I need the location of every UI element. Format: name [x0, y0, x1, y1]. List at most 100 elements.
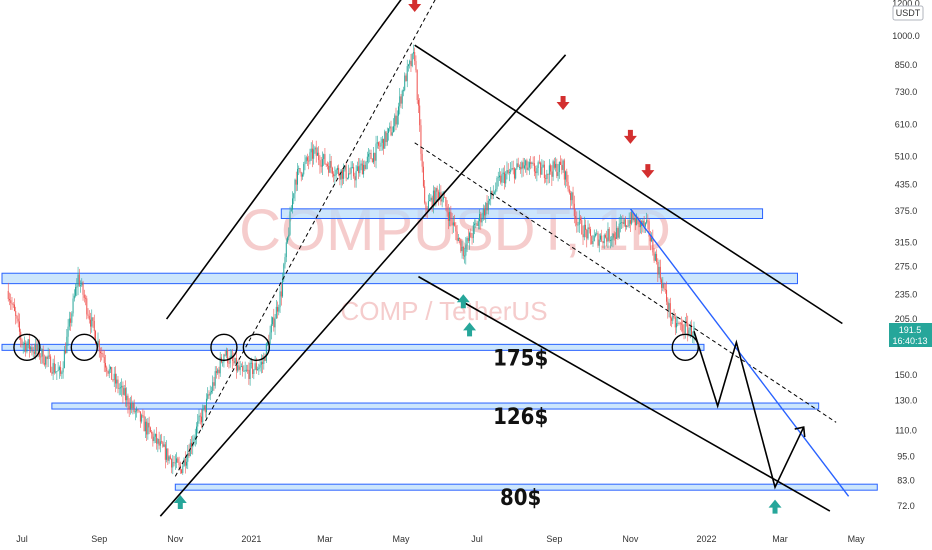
candle-body-46: [65, 350, 67, 354]
candle-body-181: [233, 360, 235, 364]
circle-marker-3[interactable]: [210, 333, 238, 362]
x-tick-0: Jul: [16, 534, 28, 544]
candle-body-387: [490, 190, 492, 199]
uptrend-channel-mid[interactable]: [174, 0, 444, 477]
uptrend-channel-lower[interactable]: [159, 54, 567, 517]
candle-body-357: [452, 222, 454, 226]
candle-body-397: [502, 172, 504, 175]
candle-body-318: [404, 75, 406, 91]
candle-body-178: [229, 355, 231, 364]
x-tick-2: Nov: [167, 534, 184, 544]
candle-body-393: [497, 177, 499, 179]
price-axis-panel[interactable]: [888, 0, 932, 528]
candle-body-483: [609, 239, 611, 241]
circle-marker-4[interactable]: [242, 333, 271, 362]
candle-body-444: [561, 164, 563, 170]
candle-body-352: [446, 206, 448, 213]
candle-body-225: [288, 234, 290, 238]
candle-body-24: [37, 344, 39, 351]
candle-body-82: [109, 366, 111, 370]
candle-body-488: [616, 227, 618, 239]
candle-body-64: [87, 314, 89, 316]
candle-body-386: [489, 198, 491, 201]
candle-body-167: [215, 371, 217, 373]
candle-body-272: [346, 177, 348, 179]
candle-body-502: [633, 218, 635, 221]
x-tick-8: Nov: [622, 534, 639, 544]
candle-body-462: [583, 224, 585, 238]
time-axis[interactable]: Jul Sep Nov 2021 Mar May Jul Sep Nov 2022 Mar May: [16, 534, 865, 544]
candle-body-151: [196, 426, 198, 437]
candle-body-451: [570, 193, 572, 201]
candle-body-45: [63, 350, 65, 369]
downtrend-channel-mid[interactable]: [414, 142, 837, 423]
candle-body-306: [389, 126, 391, 129]
candle-body-200: [257, 369, 259, 371]
candle-body-450: [568, 189, 570, 194]
candle-body-35: [51, 372, 53, 374]
candle-body-19: [31, 347, 33, 352]
candle-body-61: [83, 294, 85, 298]
candle-body-274: [349, 173, 351, 175]
candle-body-547: [689, 324, 691, 331]
candle-body-426: [538, 162, 540, 164]
support-level-1[interactable]: [1, 343, 705, 351]
candle-body-416: [526, 160, 528, 170]
candle-body-247: [315, 147, 317, 156]
candle-body-231: [295, 179, 297, 185]
candle-body-433: [547, 173, 549, 175]
countdown-value: 16:40:13: [892, 336, 927, 346]
price-axis[interactable]: 1200.0 1000.0 850.0 730.0 610.0 510.0 435.0 375…: [892, 0, 920, 511]
current-price-value: 191.5: [899, 325, 922, 335]
support-level-3[interactable]: [174, 483, 878, 491]
candle-body-20: [32, 351, 34, 353]
candle-body-122: [159, 441, 161, 446]
candle-body-268: [341, 169, 343, 179]
candle-body-539: [679, 323, 681, 325]
currency-box[interactable]: [892, 5, 924, 21]
candle-body-328: [416, 70, 418, 101]
candle-body-175: [225, 350, 227, 356]
candle-body-295: [375, 143, 377, 161]
candle-body-355: [450, 211, 452, 219]
downtrend-channel-lower[interactable]: [418, 275, 831, 512]
candle-body-335: [425, 202, 427, 210]
candle-body-79: [106, 367, 108, 372]
candle-body-406: [513, 168, 515, 179]
candle-body-459: [580, 217, 582, 221]
time-axis-panel[interactable]: [0, 528, 888, 550]
downtrend-channel-upper[interactable]: [414, 44, 843, 325]
candle-body-454: [573, 203, 575, 217]
candle-body-506: [638, 218, 640, 228]
candle-body-168: [217, 369, 219, 373]
candle-body-4: [12, 304, 14, 306]
candle-body-504: [636, 217, 638, 226]
uptrend-channel-upper[interactable]: [165, 0, 419, 320]
candle-body-310: [394, 115, 396, 127]
candle-body-17: [28, 339, 30, 350]
candle-body-191: [245, 369, 247, 371]
support-level-2[interactable]: [51, 402, 820, 410]
level-label-3: 80$: [500, 486, 541, 511]
projection-path[interactable]: [693, 331, 805, 490]
candle-body-377: [477, 221, 479, 226]
candle-body-361: [457, 237, 459, 241]
circle-marker-1[interactable]: [13, 333, 41, 362]
resistance-zone-2[interactable]: [1, 272, 798, 285]
candle-body-9: [18, 321, 20, 332]
candle-body-356: [451, 218, 453, 226]
candle-body-398: [503, 172, 505, 184]
candle-body-481: [607, 228, 609, 242]
candle-body-283: [360, 163, 362, 166]
candle-body-84: [112, 379, 114, 381]
candle-body-365: [462, 246, 464, 256]
candle-body-460: [581, 220, 583, 235]
candle-body-425: [537, 162, 539, 169]
candle-body-217: [278, 307, 280, 312]
circle-marker-5[interactable]: [671, 333, 699, 362]
candle-body-104: [137, 409, 139, 411]
candle-body-249: [318, 152, 320, 161]
circle-marker-2[interactable]: [70, 333, 98, 362]
candle-body-83: [111, 366, 113, 380]
